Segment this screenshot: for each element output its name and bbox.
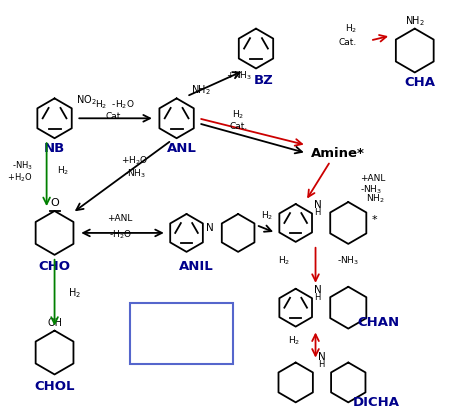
Text: H: H — [314, 209, 321, 217]
Text: NH$_2$: NH$_2$ — [191, 84, 211, 97]
Text: H$_2$: H$_2$ — [56, 165, 69, 177]
Text: ANL: ANL — [167, 142, 197, 155]
Text: H$_2$: H$_2$ — [232, 108, 244, 120]
Text: Cat.: Cat. — [106, 112, 124, 121]
Text: H$_2$: H$_2$ — [278, 255, 291, 267]
Text: NH$_2$: NH$_2$ — [405, 14, 425, 28]
Text: Pathway 2: Pathway 2 — [146, 336, 218, 349]
Text: H$_2$: H$_2$ — [288, 334, 301, 347]
Text: ANIL: ANIL — [179, 260, 214, 273]
Text: CHOL: CHOL — [34, 380, 75, 393]
Text: H: H — [319, 360, 325, 369]
Text: CHO: CHO — [38, 260, 71, 273]
Text: NB: NB — [44, 142, 65, 155]
Text: N: N — [207, 223, 214, 233]
Text: +H$_2$O: +H$_2$O — [7, 172, 33, 184]
Text: N: N — [314, 200, 321, 210]
Text: H$_2$  -H$_2$O: H$_2$ -H$_2$O — [95, 98, 135, 111]
Text: +NH$_3$: +NH$_3$ — [226, 69, 253, 82]
Text: N: N — [314, 285, 321, 295]
Text: -NH$_3$: -NH$_3$ — [12, 160, 33, 172]
Text: Cat.: Cat. — [229, 122, 247, 131]
Text: NH$_2$: NH$_2$ — [366, 193, 385, 205]
Text: -H$_2$O: -H$_2$O — [109, 229, 131, 241]
Text: H$_2$: H$_2$ — [261, 210, 273, 222]
Text: O: O — [50, 198, 59, 208]
Text: OH: OH — [47, 318, 62, 328]
Text: +ANL: +ANL — [107, 214, 133, 224]
Text: *: * — [372, 215, 378, 225]
Text: Cat.: Cat. — [339, 38, 357, 47]
Text: DICHA: DICHA — [353, 396, 400, 409]
Text: H: H — [314, 293, 321, 302]
FancyBboxPatch shape — [130, 303, 233, 364]
Text: -NH$_3$: -NH$_3$ — [124, 168, 146, 180]
Text: CHAN: CHAN — [357, 316, 399, 329]
Text: H$_2$: H$_2$ — [68, 286, 82, 300]
Text: -NH$_3$: -NH$_3$ — [337, 255, 359, 267]
Text: N: N — [318, 352, 325, 362]
Text: Pathway 1: Pathway 1 — [146, 313, 218, 326]
Text: +ANL: +ANL — [360, 173, 385, 183]
Text: NO$_2$: NO$_2$ — [76, 94, 97, 107]
Text: H$_2$: H$_2$ — [345, 22, 357, 35]
Text: Amine*: Amine* — [310, 147, 365, 160]
Text: -NH$_3$: -NH$_3$ — [360, 184, 382, 196]
Text: BZ: BZ — [254, 74, 274, 87]
Text: CHA: CHA — [404, 76, 435, 89]
Text: +H$_2$O: +H$_2$O — [121, 155, 148, 168]
